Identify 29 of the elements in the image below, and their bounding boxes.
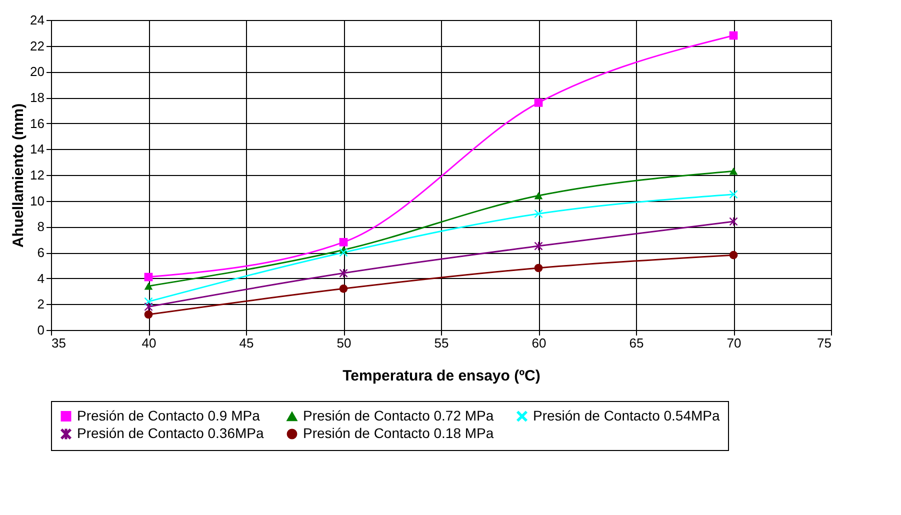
x-tick-label: 45 — [239, 336, 254, 350]
x-tick-label: 40 — [142, 336, 156, 350]
y-tick-label: 10 — [30, 193, 44, 208]
y-tick-label: 8 — [37, 219, 44, 234]
x-tick-label: 65 — [629, 336, 644, 350]
x-tick-label: 75 — [817, 336, 832, 350]
y-tick-label: 6 — [37, 245, 44, 260]
legend-label: Presión de Contacto 0.72 MPa — [303, 408, 494, 424]
x-axis-title: Temperatura de ensayo (ºC) — [342, 368, 540, 384]
y-tick-label: 20 — [30, 64, 44, 80]
y-tick-label: 14 — [30, 142, 44, 157]
legend-label: Presión de Contacto 0.9 MPa — [77, 407, 260, 424]
x-tick-label: 55 — [434, 336, 449, 350]
x-tick-label: 35 — [52, 336, 66, 350]
y-tick-label: 4 — [37, 270, 44, 286]
legend-label: Presión de Contacto 0.54MPa — [533, 407, 720, 424]
y-tick-label: 2 — [37, 296, 44, 312]
legend-label: Presión de Contacto 0.36MPa — [77, 425, 264, 441]
x-tick-label: 70 — [726, 336, 742, 350]
y-tick-label: 18 — [30, 90, 44, 105]
y-tick-label: 24 — [30, 12, 44, 28]
y-tick-label: 22 — [30, 38, 44, 54]
x-tick-label: 50 — [336, 336, 352, 350]
y-tick-label: 12 — [30, 168, 44, 182]
y-axis-title: Ahuellamiento (mm) — [10, 103, 28, 248]
x-tick-label: 60 — [532, 336, 546, 350]
y-tick-label: 16 — [30, 116, 44, 131]
y-tick-label: 0 — [37, 322, 44, 338]
legend-label: Presión de Contacto 0.18 MPa — [303, 425, 494, 441]
